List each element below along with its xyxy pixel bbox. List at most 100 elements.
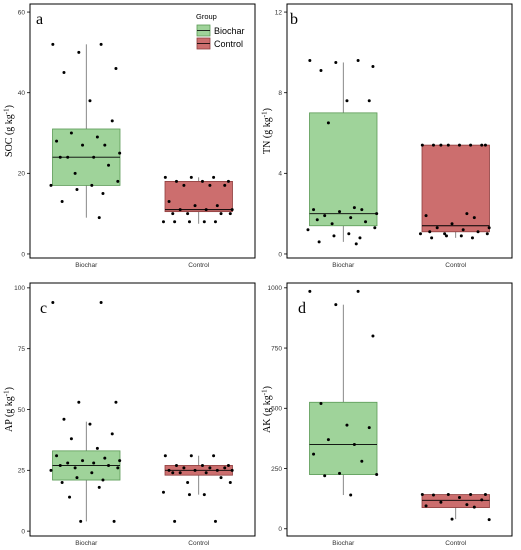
x-tick-label: Control xyxy=(445,540,467,547)
data-point xyxy=(472,505,476,509)
y-tick-label: 40 xyxy=(18,90,26,97)
box-control xyxy=(421,144,490,233)
panel-border xyxy=(286,3,513,259)
data-point xyxy=(338,471,342,475)
data-point xyxy=(114,400,118,404)
data-point xyxy=(88,99,92,103)
data-point xyxy=(319,69,323,73)
data-point xyxy=(81,459,85,463)
data-point xyxy=(49,183,53,187)
data-point xyxy=(230,468,234,472)
data-point xyxy=(58,463,62,467)
y-tick-label: 60 xyxy=(18,9,26,16)
y-tick-label: 20 xyxy=(18,171,26,178)
data-point xyxy=(90,471,94,475)
data-point xyxy=(163,175,167,179)
data-point xyxy=(193,468,197,472)
data-point xyxy=(213,519,217,523)
data-point xyxy=(312,452,316,456)
data-point xyxy=(439,500,443,504)
data-point xyxy=(73,171,77,175)
y-tick-label: 4 xyxy=(278,171,282,178)
data-point xyxy=(472,216,476,220)
data-point xyxy=(345,99,349,103)
data-point xyxy=(223,183,227,187)
data-point xyxy=(101,191,105,195)
data-point xyxy=(79,519,83,523)
data-point xyxy=(202,220,206,224)
data-point xyxy=(446,493,450,497)
data-point xyxy=(97,485,101,489)
box-biochar xyxy=(309,401,378,475)
data-point xyxy=(470,236,474,240)
y-tick-label: 75 xyxy=(18,346,26,353)
data-point xyxy=(116,179,120,183)
data-point xyxy=(371,334,375,338)
data-point xyxy=(487,226,491,230)
data-point xyxy=(347,232,351,236)
data-point xyxy=(204,208,208,212)
data-point xyxy=(55,454,59,458)
data-point xyxy=(81,143,85,147)
data-point xyxy=(114,67,118,71)
data-point xyxy=(219,476,223,480)
data-point xyxy=(116,466,120,470)
data-point xyxy=(418,232,422,236)
data-point xyxy=(326,438,330,442)
box-control xyxy=(421,494,490,508)
data-point xyxy=(469,493,473,497)
data-point xyxy=(107,163,111,167)
data-point xyxy=(215,204,219,208)
data-point xyxy=(345,423,349,427)
data-point xyxy=(77,50,81,54)
data-point xyxy=(317,240,321,244)
data-point xyxy=(420,143,424,147)
data-point xyxy=(204,471,208,475)
data-point xyxy=(226,463,230,467)
data-point xyxy=(430,236,434,240)
data-point xyxy=(306,228,310,232)
data-point xyxy=(367,99,371,103)
data-point xyxy=(163,454,167,458)
data-point xyxy=(60,200,64,204)
data-point xyxy=(356,289,360,293)
data-point xyxy=(66,155,70,159)
data-point xyxy=(367,426,371,430)
data-point xyxy=(60,480,64,484)
data-point xyxy=(186,480,190,484)
data-point xyxy=(178,208,182,212)
data-point xyxy=(161,220,165,224)
data-point xyxy=(49,468,53,472)
data-point xyxy=(439,143,443,147)
data-point xyxy=(62,71,66,75)
data-point xyxy=(58,155,62,159)
data-point xyxy=(55,139,59,143)
data-point xyxy=(319,401,323,405)
y-tick-label: 100 xyxy=(14,285,25,292)
panel-b: 0 4 8 12 Biochar Control b TN (g kg-1) xyxy=(261,3,513,269)
data-point xyxy=(73,466,77,470)
y-axis-label: TN (g kg-1) xyxy=(261,108,274,154)
data-point xyxy=(431,493,435,497)
data-point xyxy=(424,504,428,508)
data-point xyxy=(51,300,55,304)
data-point xyxy=(349,216,353,220)
panel-d: 0 250 500 750 1000 Biochar Control d AK (g kg-1) xyxy=(261,282,513,547)
data-point xyxy=(167,468,171,472)
data-point xyxy=(118,459,122,463)
y-axis-label: AK (g kg-1) xyxy=(261,386,274,433)
data-point xyxy=(215,468,219,472)
data-point xyxy=(95,135,99,139)
data-point xyxy=(308,289,312,293)
data-point xyxy=(187,220,191,224)
data-point xyxy=(173,220,177,224)
data-point xyxy=(450,517,454,521)
data-point xyxy=(360,208,364,212)
data-point xyxy=(480,498,484,502)
data-point xyxy=(208,183,212,187)
data-point xyxy=(88,422,92,426)
data-point xyxy=(66,461,70,465)
data-point xyxy=(358,236,362,240)
data-point xyxy=(308,58,312,62)
